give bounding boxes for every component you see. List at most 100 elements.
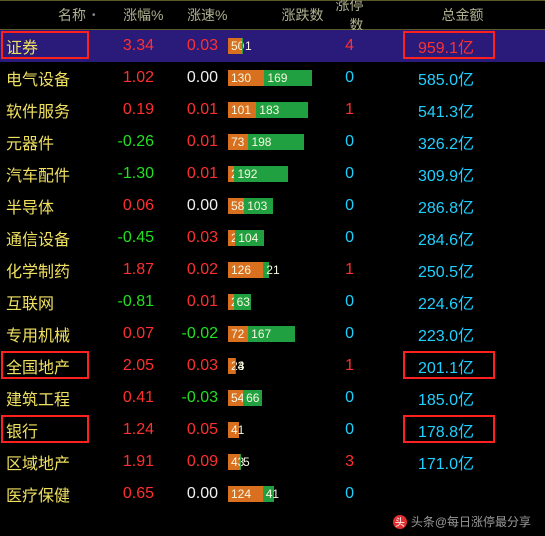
bar-down-value: 169 [264, 70, 290, 86]
cell-limit-count: 4 [320, 37, 360, 55]
bar-up: 41 [228, 422, 239, 438]
cell-speed-pct: 0.09 [160, 453, 224, 471]
cell-speed-pct: 0.01 [160, 293, 224, 311]
cell-up-down-bar: 435 [224, 452, 320, 472]
cell-name: 汽车配件 [0, 162, 90, 186]
cell-up-down-bar: 26104 [224, 228, 320, 248]
col-speed-pct[interactable]: 涨速% [168, 5, 232, 25]
bar-wrap: 72167 [228, 326, 295, 342]
cell-name: 互联网 [0, 290, 90, 314]
cell-limit-count: 0 [320, 165, 360, 183]
bar-up: 73 [228, 134, 248, 150]
bar-up: 43 [228, 454, 240, 470]
cell-speed-pct: 0.01 [160, 101, 224, 119]
bar-down: 21 [263, 262, 269, 278]
cell-change-pct: 1.91 [90, 453, 160, 471]
cell-amount: 250.5亿 [360, 258, 480, 282]
table-body: 证券3.340.035014959.1亿电气设备1.020.0013016905… [0, 30, 545, 510]
bar-wrap: 2063 [228, 294, 251, 310]
bar-down-value: 5 [240, 454, 253, 470]
cell-change-pct: 0.41 [90, 389, 160, 407]
bar-up: 54 [228, 390, 243, 406]
bar-down-value: 66 [243, 390, 262, 406]
bar-up-value: 41 [228, 422, 247, 438]
bar-wrap: 12441 [228, 486, 274, 502]
cell-change-pct: 1.24 [90, 421, 160, 439]
watermark-icon: 头 [393, 515, 407, 529]
col-amount[interactable]: 总金额 [368, 5, 488, 25]
table-row[interactable]: 电气设备1.020.001301690585.0亿 [0, 62, 545, 94]
cell-amount: 284.6亿 [360, 226, 480, 250]
table-row[interactable]: 区域地产1.910.094353171.0亿 [0, 446, 545, 478]
cell-up-down-bar: 243 [224, 356, 320, 376]
cell-name: 证券 [0, 34, 90, 58]
bar-down: 104 [235, 230, 264, 246]
bar-up: 101 [228, 102, 256, 118]
cell-limit-count: 0 [320, 389, 360, 407]
bar-down: 183 [256, 102, 307, 118]
cell-amount: 326.2亿 [360, 130, 480, 154]
cell-speed-pct: 0.05 [160, 421, 224, 439]
cell-change-pct: 0.07 [90, 325, 160, 343]
bar-down: 192 [234, 166, 288, 182]
bar-wrap: 130169 [228, 70, 312, 86]
bar-down-value: 104 [235, 230, 261, 246]
cell-amount: 171.0亿 [360, 450, 480, 474]
cell-change-pct: -0.81 [90, 293, 160, 311]
cell-up-down-bar: 2063 [224, 292, 320, 312]
table-row[interactable]: 全国地产2.050.032431201.1亿 [0, 350, 545, 382]
bar-down: 103 [244, 198, 273, 214]
bar-up-value: 101 [228, 102, 254, 118]
bar-up: 72 [228, 326, 248, 342]
cell-speed-pct: 0.02 [160, 261, 224, 279]
cell-name: 通信设备 [0, 226, 90, 250]
table-row[interactable]: 通信设备-0.450.03261040284.6亿 [0, 222, 545, 254]
table-row[interactable]: 软件服务0.190.011011831541.3亿 [0, 94, 545, 126]
table-row[interactable]: 专用机械0.07-0.02721670223.0亿 [0, 318, 545, 350]
table-row[interactable]: 半导体0.060.00581030286.8亿 [0, 190, 545, 222]
bar-wrap: 73198 [228, 134, 304, 150]
cell-limit-count: 0 [320, 421, 360, 439]
table-row[interactable]: 证券3.340.035014959.1亿 [0, 30, 545, 62]
cell-speed-pct: 0.00 [160, 485, 224, 503]
cell-change-pct: -0.45 [90, 229, 160, 247]
cell-up-down-bar: 12621 [224, 260, 320, 280]
bar-down-value: 103 [244, 198, 270, 214]
bar-down: 41 [263, 486, 274, 502]
bar-wrap: 101183 [228, 102, 308, 118]
table-row[interactable]: 银行1.240.05410178.8亿 [0, 414, 545, 446]
bar-up: 58 [228, 198, 244, 214]
table-row[interactable]: 医疗保健0.650.00124410 [0, 478, 545, 510]
cell-limit-count: 1 [320, 261, 360, 279]
table-row[interactable]: 元器件-0.260.01731980326.2亿 [0, 126, 545, 158]
table-row[interactable]: 互联网-0.810.0120630224.6亿 [0, 286, 545, 318]
table-row[interactable]: 化学制药1.870.02126211250.5亿 [0, 254, 545, 286]
cell-limit-count: 0 [320, 325, 360, 343]
bar-wrap: 26104 [228, 230, 264, 246]
watermark-text: 头条@每日涨停最分享 [411, 513, 531, 530]
cell-amount: 224.6亿 [360, 290, 480, 314]
col-name[interactable]: 名称 [0, 5, 90, 25]
table-row[interactable]: 汽车配件-1.300.01231920309.9亿 [0, 158, 545, 190]
cell-change-pct: -1.30 [90, 165, 160, 183]
cell-amount: 959.1亿 [360, 34, 480, 58]
cell-name: 软件服务 [0, 98, 90, 122]
cell-name: 化学制药 [0, 258, 90, 282]
table-row[interactable]: 建筑工程0.41-0.0354660185.0亿 [0, 382, 545, 414]
bar-wrap: 12621 [228, 262, 269, 278]
cell-change-pct: -0.26 [90, 133, 160, 151]
watermark: 头 头条@每日涨停最分享 [393, 513, 531, 530]
bar-down: 63 [234, 294, 252, 310]
cell-amount: 286.8亿 [360, 194, 480, 218]
col-up-down[interactable]: 涨跌数 [232, 5, 328, 25]
cell-name: 区域地产 [0, 450, 90, 474]
col-change-pct[interactable]: 涨幅% [98, 5, 168, 25]
bar-wrap: 41 [228, 422, 239, 438]
table-header: 名称 • 涨幅% 涨速% 涨跌数 涨停数 总金额 [0, 0, 545, 30]
cell-name: 电气设备 [0, 66, 90, 90]
cell-speed-pct: 0.01 [160, 133, 224, 151]
bar-up: 26 [228, 230, 235, 246]
cell-name: 半导体 [0, 194, 90, 218]
cell-change-pct: 0.19 [90, 101, 160, 119]
cell-amount: 309.9亿 [360, 162, 480, 186]
